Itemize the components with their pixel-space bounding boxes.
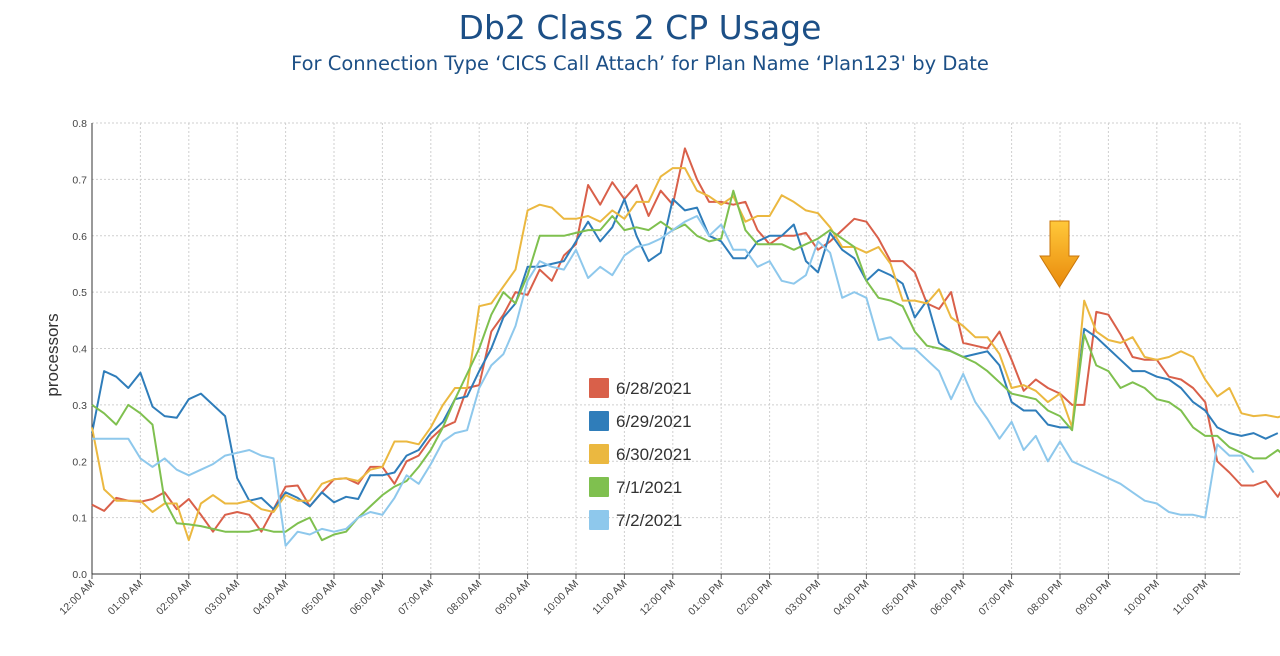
legend-label: 6/29/2021 — [616, 412, 692, 431]
legend-label: 6/30/2021 — [616, 445, 692, 464]
legend-swatch — [589, 444, 609, 464]
y-tick-label: 0.5 — [72, 287, 87, 299]
x-tick-label: 12:00 AM — [57, 578, 97, 618]
y-tick-label: 0.0 — [72, 569, 87, 581]
x-tick-label: 07:00 PM — [976, 578, 1016, 618]
x-tick-label: 02:00 PM — [734, 578, 774, 618]
y-tick-label: 0.2 — [72, 456, 87, 468]
series-line-1 — [91, 147, 1280, 533]
y-tick-label: 0.3 — [72, 400, 87, 412]
chart-subtitle: For Connection Type ‘CICS Call Attach’ f… — [291, 52, 989, 75]
x-tick-label: 05:00 AM — [299, 578, 339, 618]
x-tick-label: 03:00 AM — [202, 578, 242, 618]
x-tick-label: 11:00 PM — [1171, 578, 1211, 618]
chart-title: Db2 Class 2 CP Usage — [458, 8, 822, 47]
x-tick-label: 07:00 AM — [396, 578, 436, 618]
y-tick-label: 0.1 — [72, 513, 87, 525]
x-tick-label: 03:00 PM — [783, 578, 823, 618]
y-tick-label: 0.8 — [72, 118, 87, 130]
down-arrow-icon — [1039, 220, 1080, 288]
series-layer — [91, 147, 1280, 547]
x-tick-label: 04:00 AM — [251, 578, 291, 618]
legend: 6/28/2021 6/29/2021 6/30/2021 7/1/2021 7/2/2… — [589, 378, 692, 530]
x-tick-label: 11:00 AM — [590, 578, 629, 617]
legend-swatch — [589, 378, 609, 398]
legend-swatch — [589, 510, 609, 530]
legend-swatch — [589, 411, 609, 431]
y-tick-label: 0.7 — [72, 174, 87, 186]
y-tick-label: 0.4 — [72, 344, 87, 356]
x-tick-label: 01:00 PM — [686, 578, 726, 618]
legend-swatch — [589, 477, 609, 497]
x-tick-label: 08:00 AM — [444, 578, 484, 618]
annotation-layer — [1039, 220, 1080, 288]
legend-label: 6/28/2021 — [616, 379, 692, 398]
series-line-5 — [92, 215, 1255, 547]
series-line-3 — [91, 167, 1280, 542]
x-tick-label: 12:00 PM — [638, 578, 678, 618]
y-axis-label: processors — [43, 313, 62, 396]
x-tick-label: 08:00 PM — [1025, 578, 1065, 618]
x-tick-label: 04:00 PM — [831, 578, 871, 618]
x-tick-label: 09:00 PM — [1073, 578, 1113, 618]
x-tick-label: 06:00 PM — [928, 578, 968, 618]
x-tick-label: 02:00 AM — [154, 578, 194, 618]
x-tick-label: 06:00 AM — [348, 578, 388, 618]
x-tick-label: 01:00 AM — [106, 578, 146, 618]
y-tick-label: 0.6 — [72, 231, 87, 243]
x-tick-label: 09:00 AM — [493, 578, 533, 618]
x-tick-label: 10:00 PM — [1122, 578, 1162, 618]
legend-label: 7/2/2021 — [616, 511, 682, 530]
x-tick-label: 05:00 PM — [880, 578, 920, 618]
legend-label: 7/1/2021 — [616, 478, 682, 497]
x-tick-label: 10:00 AM — [541, 578, 581, 618]
axis-layer: 0.00.10.20.30.40.50.60.70.812:00 AM 01:00… — [57, 118, 1240, 618]
grid-layer — [91, 122, 1241, 575]
series-line-4 — [91, 189, 1280, 542]
